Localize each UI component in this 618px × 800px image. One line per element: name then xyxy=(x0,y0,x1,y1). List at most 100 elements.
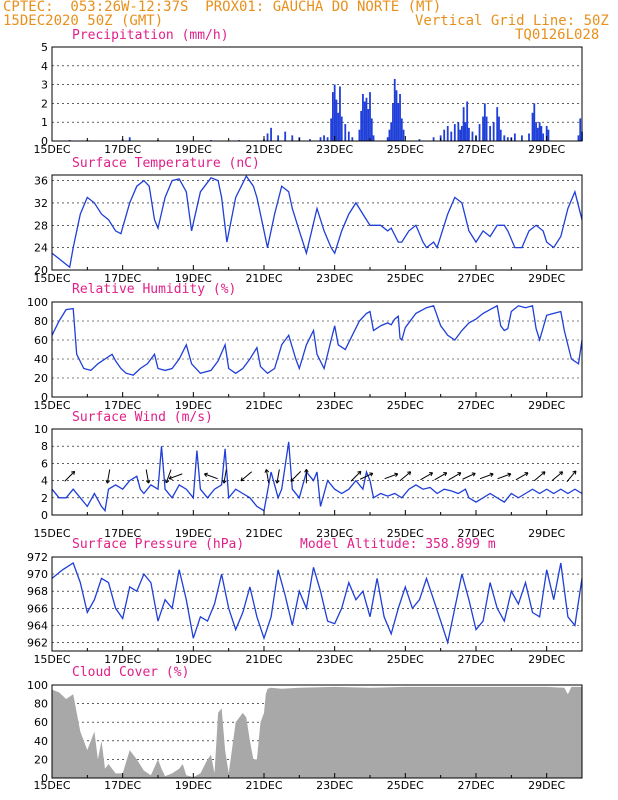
precip-bar xyxy=(471,131,474,141)
x-tick-label: 27DEC xyxy=(457,143,494,156)
wind-arrow xyxy=(399,471,412,482)
y-tick-label: 0 xyxy=(41,391,48,404)
precip-bar xyxy=(533,103,536,141)
precip-bar xyxy=(367,109,370,141)
precip-bar xyxy=(319,137,322,141)
y-tick-label: 100 xyxy=(27,679,48,692)
x-tick-label: 19DEC xyxy=(175,527,212,540)
precip-bar xyxy=(402,129,405,141)
precip-bar xyxy=(323,135,325,141)
y-tick-label: 60 xyxy=(34,334,48,347)
x-tick-label: 27DEC xyxy=(457,527,494,540)
precip-bar xyxy=(326,137,329,141)
y-tick-label: 28 xyxy=(34,219,48,232)
wind-arrow xyxy=(533,471,546,482)
precip-bar xyxy=(579,118,582,141)
precip-bar xyxy=(388,129,391,141)
y-tick-label: 0 xyxy=(41,135,48,148)
precip-bar xyxy=(446,125,449,141)
precip-bar xyxy=(400,118,403,141)
x-tick-label: 17DEC xyxy=(104,779,141,792)
x-tick-label: 27DEC xyxy=(457,653,494,666)
precip-bar xyxy=(340,116,343,141)
panel-frame xyxy=(51,428,583,516)
precip-bar xyxy=(545,125,548,141)
wind-arrow xyxy=(462,472,476,480)
precip-bar xyxy=(460,125,463,141)
precip-bar xyxy=(339,86,341,141)
wind-arrow xyxy=(168,473,183,480)
panel-4: 962 964 966 968 970 972 15DEC 17DEC 19DEC 21DEC 23… xyxy=(27,551,583,666)
x-tick-label: 15DEC xyxy=(33,272,70,285)
panel-2: 0 20 40 60 80 100 15DEC 17DEC 19DEC 21DEC 23DEC 25D… xyxy=(27,296,583,412)
precip-bar xyxy=(577,135,580,141)
wind-arrow xyxy=(448,472,462,481)
y-tick-label: 32 xyxy=(34,197,48,210)
precip-bar xyxy=(542,133,545,141)
precip-bar xyxy=(351,137,354,141)
x-tick-label: 29DEC xyxy=(528,272,565,285)
y-tick-label: 964 xyxy=(27,619,48,632)
y-tick-label: 3 xyxy=(41,79,48,92)
y-tick-label: 970 xyxy=(27,568,48,581)
precip-bar xyxy=(489,125,492,141)
precip-bar xyxy=(395,90,398,141)
y-tick-label: 0 xyxy=(41,772,48,785)
precip-bar xyxy=(538,122,541,141)
precip-bar xyxy=(498,116,500,141)
precip-bar xyxy=(330,118,333,141)
model-altitude: Model Altitude: 358.899 m xyxy=(300,537,496,552)
precip-bar xyxy=(462,107,465,141)
wind-arrow xyxy=(240,471,253,482)
precip-bar xyxy=(363,101,366,141)
y-tick-label: 80 xyxy=(34,315,48,328)
precip-bar xyxy=(459,129,461,141)
x-tick-label: 29DEC xyxy=(528,143,565,156)
precip-bar xyxy=(478,124,481,141)
y-tick-label: 60 xyxy=(34,716,48,729)
y-tick-label: 6 xyxy=(41,457,48,470)
panel-5: 0 20 40 60 80 100 15DEC 17DEC 19DEC 21DEC 23DEC 25D… xyxy=(27,679,583,792)
precip-bar xyxy=(393,78,396,141)
precip-bar xyxy=(453,124,456,141)
x-tick-label: 23DEC xyxy=(316,653,353,666)
y-tick-label: 1 xyxy=(41,116,48,129)
y-tick-label: 968 xyxy=(27,585,48,598)
x-tick-label: 17DEC xyxy=(104,143,141,156)
x-tick-label: 27DEC xyxy=(457,399,494,412)
x-tick-label: 23DEC xyxy=(316,272,353,285)
precip-bar xyxy=(468,127,470,141)
wind-arrow xyxy=(304,469,309,484)
precip-bar xyxy=(464,122,467,141)
x-tick-label: 29DEC xyxy=(528,653,565,666)
y-tick-label: 0 xyxy=(41,509,48,522)
precip-bar xyxy=(483,103,486,141)
y-tick-label: 40 xyxy=(34,735,48,748)
wind-arrow xyxy=(204,472,218,480)
y-tick-label: 5 xyxy=(41,41,48,54)
precip-bar xyxy=(277,135,280,141)
x-tick-label: 15DEC xyxy=(33,399,70,412)
x-tick-label: 19DEC xyxy=(175,272,212,285)
precip-bar xyxy=(128,137,131,141)
y-tick-label: 4 xyxy=(41,60,48,73)
panel-frame xyxy=(51,46,583,142)
precip-bar xyxy=(399,94,401,141)
precip-bar xyxy=(536,127,539,141)
wind-arrow xyxy=(105,469,111,484)
y-tick-label: 4 xyxy=(41,475,48,488)
precip-bar xyxy=(332,92,334,141)
x-tick-label: 17DEC xyxy=(104,399,141,412)
wind-arrow xyxy=(275,469,280,484)
wind-arrow xyxy=(145,469,151,484)
x-tick-label: 25DEC xyxy=(387,527,424,540)
wind-arrow xyxy=(566,470,577,482)
precip-bar xyxy=(496,107,499,141)
x-tick-label: 19DEC xyxy=(175,143,212,156)
cloud-area xyxy=(52,686,582,778)
precip-bar xyxy=(547,129,550,141)
y-tick-label: 2 xyxy=(41,97,48,110)
x-tick-label: 15DEC xyxy=(33,143,70,156)
y-tick-label: 20 xyxy=(34,753,48,766)
